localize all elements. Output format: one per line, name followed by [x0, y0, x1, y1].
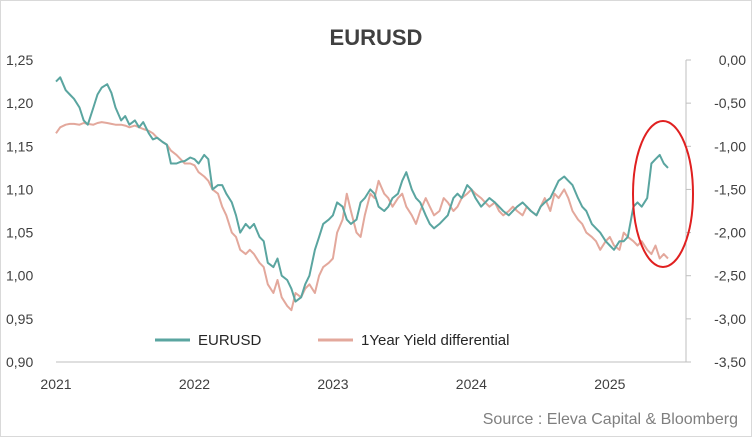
right-axis-tick-label: -0,50	[714, 95, 746, 111]
left-axis-tick-label: 0,90	[6, 354, 33, 370]
left-axis-tick-label: 0,95	[6, 311, 33, 327]
x-axis-tick-label: 2025	[594, 376, 625, 392]
x-axis-tick-label: 2024	[456, 376, 487, 392]
legend: EURUSD 1Year Yield differential	[155, 332, 509, 349]
legend-label-eurusd: EURUSD	[198, 332, 262, 349]
x-axis-tick-label: 2023	[317, 376, 348, 392]
legend-label-yield-differential: 1Year Yield differential	[361, 332, 509, 349]
left-axis-tick-labels: 1,25 1,20 1,15 1,10 1,05 1,00 0,95 0,90	[6, 52, 33, 370]
right-axis-tick-label: -2,50	[714, 268, 746, 284]
chart-title: EURUSD	[330, 25, 423, 50]
left-axis-tick-label: 1,05	[6, 225, 33, 241]
right-axis-tick-label: -3,50	[714, 354, 746, 370]
right-axis-tick-label: 0,00	[719, 52, 746, 68]
source-note: Source : Eleva Capital & Bloomberg	[483, 411, 738, 428]
highlight-ellipse	[632, 120, 694, 268]
right-axis-tick-label: -3,00	[714, 311, 746, 327]
x-axis-tick-labels: 2021 2022 2023 2024 2025	[40, 376, 625, 392]
left-axis-tick-label: 1,20	[6, 95, 33, 111]
left-axis-tick-label: 1,00	[6, 268, 33, 284]
left-axis-tick-label: 1,25	[6, 52, 33, 68]
right-axis-tick-label: -2,00	[714, 225, 746, 241]
x-axis-tick-label: 2021	[40, 376, 71, 392]
right-axis-tick-labels: 0,00 -0,50 -1,00 -1,50 -2,00 -2,50 -3,00 -3,50	[686, 52, 746, 370]
series-line-eurusd	[55, 76, 669, 303]
left-axis-tick-label: 1,10	[6, 181, 33, 197]
x-axis-tick-label: 2022	[179, 376, 210, 392]
right-axis-tick-label: -1,00	[714, 138, 746, 154]
left-axis-tick-label: 1,15	[6, 138, 33, 154]
right-axis-tick-label: -1,50	[714, 181, 746, 197]
